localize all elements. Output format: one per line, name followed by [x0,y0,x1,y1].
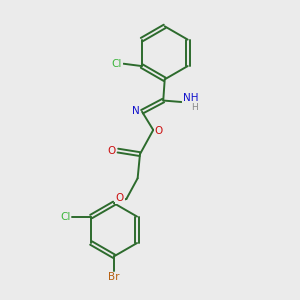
Text: N: N [132,106,140,116]
Text: O: O [116,193,124,203]
Text: H: H [191,103,198,112]
Text: Cl: Cl [60,212,71,221]
Text: Br: Br [108,272,120,283]
Text: NH: NH [183,94,198,103]
Text: O: O [107,146,116,156]
Text: Cl: Cl [112,59,122,69]
Text: O: O [154,126,163,136]
